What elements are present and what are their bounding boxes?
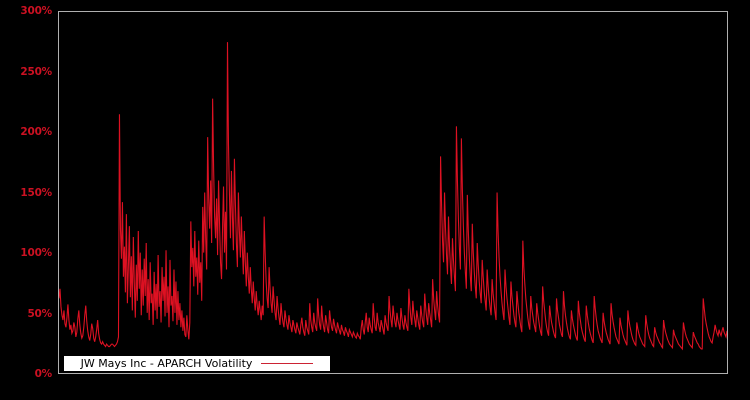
y-tick-label-200: 200% — [20, 126, 52, 138]
y-tick-label-100: 100% — [20, 247, 52, 259]
y-tick-label-300: 300% — [20, 5, 52, 17]
y-tick-label-50: 50% — [27, 307, 52, 320]
aparch-volatility-polyline — [59, 42, 727, 351]
y-tick-label-0: 0% — [34, 368, 53, 380]
volatility-line-series — [59, 42, 727, 351]
legend-line-sample — [261, 363, 314, 364]
chart-legend[interactable]: JW Mays Inc - APARCH Volatility — [63, 355, 331, 372]
y-tick-label-150: 150% — [20, 186, 52, 199]
legend-label: JW Mays Inc - APARCH Volatility — [80, 357, 253, 370]
y-tick-label-250: 250% — [20, 65, 52, 78]
